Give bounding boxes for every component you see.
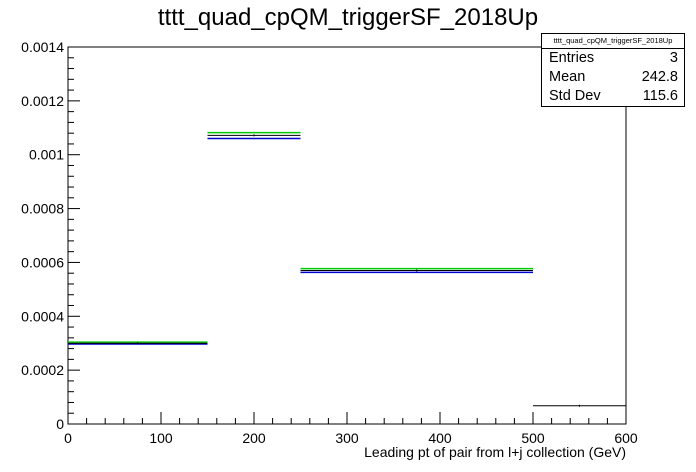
stats-row-mean: Mean 242.8 <box>542 68 684 87</box>
x-tick-label: 400 <box>428 430 452 446</box>
x-tick-label: 600 <box>614 430 638 446</box>
stats-label: Mean <box>549 69 586 85</box>
stats-row-entries: Entries 3 <box>542 49 684 68</box>
stats-value: 115.6 <box>642 88 678 104</box>
x-tick-label: 100 <box>149 430 173 446</box>
x-tick-label: 0 <box>64 430 72 446</box>
y-tick-label: 0.0002 <box>21 362 64 378</box>
stats-box-title: tttt_quad_cpQM_triggerSF_2018Up <box>542 34 684 49</box>
x-tick-label: 500 <box>521 430 545 446</box>
x-tick-label: 300 <box>335 430 359 446</box>
stats-label: Std Dev <box>549 88 601 104</box>
x-axis-label: Leading pt of pair from l+j collection (… <box>364 444 626 460</box>
y-tick-label: 0.0012 <box>21 93 64 109</box>
x-tick-label: 200 <box>242 430 266 446</box>
y-tick-label: 0.001 <box>29 147 64 163</box>
y-tick-label: 0 <box>56 416 64 432</box>
stats-label: Entries <box>549 50 595 66</box>
y-tick-label: 0.0006 <box>21 254 64 270</box>
stats-value: 242.8 <box>641 69 678 85</box>
y-tick-label: 0.0014 <box>21 39 64 55</box>
y-tick-label: 0.0008 <box>21 201 64 217</box>
y-tick-label: 0.0004 <box>21 308 64 324</box>
stats-row-stddev: Std Dev 115.6 <box>542 87 684 106</box>
stats-value: 3 <box>669 50 678 66</box>
stats-box: tttt_quad_cpQM_triggerSF_2018Up Entries … <box>541 33 685 107</box>
chart-title: tttt_quad_cpQM_triggerSF_2018Up <box>157 4 539 31</box>
